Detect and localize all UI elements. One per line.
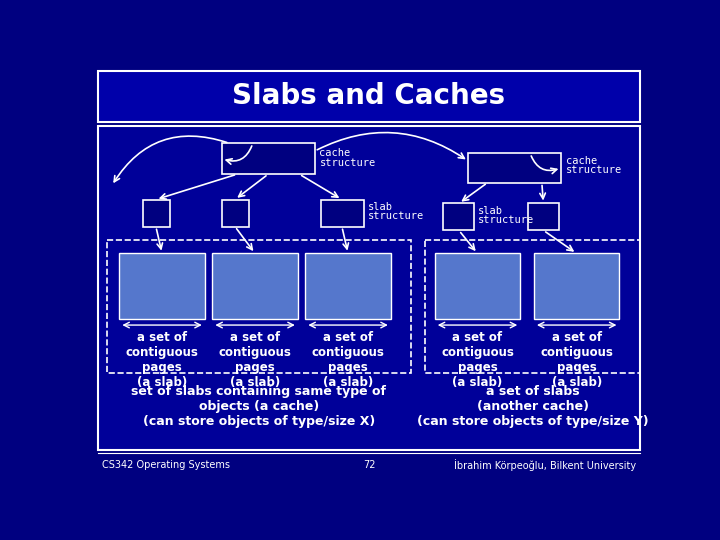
Text: structure: structure [320, 158, 376, 168]
Text: 72: 72 [363, 460, 375, 470]
Text: İbrahim Körpeoğlu, Bilkent University: İbrahim Körpeoğlu, Bilkent University [454, 459, 636, 471]
Bar [222, 143, 315, 174]
Bar [143, 200, 170, 226]
Bar [107, 240, 411, 373]
Text: slab: slab [478, 206, 503, 216]
Text: a set of
contiguous
pages
(a slab): a set of contiguous pages (a slab) [312, 331, 384, 389]
Text: slab: slab [367, 202, 392, 212]
Bar [222, 200, 249, 226]
Bar [98, 126, 640, 450]
Text: cache: cache [320, 147, 351, 158]
Bar [468, 153, 561, 183]
Text: a set of slabs
(another cache)
(can store objects of type/size Y): a set of slabs (another cache) (can stor… [417, 385, 648, 428]
Text: a set of
contiguous
pages
(a slab): a set of contiguous pages (a slab) [219, 331, 292, 389]
Text: a set of
contiguous
pages
(a slab): a set of contiguous pages (a slab) [540, 331, 613, 389]
Bar [305, 253, 391, 319]
Bar [212, 253, 297, 319]
Text: a set of
contiguous
pages
(a slab): a set of contiguous pages (a slab) [441, 331, 514, 389]
Text: structure: structure [478, 215, 534, 225]
Text: structure: structure [566, 165, 622, 176]
Bar [98, 71, 640, 122]
Text: Slabs and Caches: Slabs and Caches [233, 83, 505, 110]
Bar [425, 240, 640, 373]
Text: CS342 Operating Systems: CS342 Operating Systems [102, 460, 230, 470]
Text: structure: structure [367, 212, 423, 221]
Text: a set of
contiguous
pages
(a slab): a set of contiguous pages (a slab) [125, 331, 199, 389]
Bar [321, 200, 364, 226]
Bar [435, 253, 520, 319]
Bar [528, 204, 559, 231]
Text: cache: cache [566, 156, 597, 166]
Bar [120, 253, 204, 319]
Text: set of slabs containing same type of
objects (a cache)
(can store objects of typ: set of slabs containing same type of obj… [132, 385, 387, 428]
Bar [534, 253, 619, 319]
Bar [444, 204, 474, 231]
